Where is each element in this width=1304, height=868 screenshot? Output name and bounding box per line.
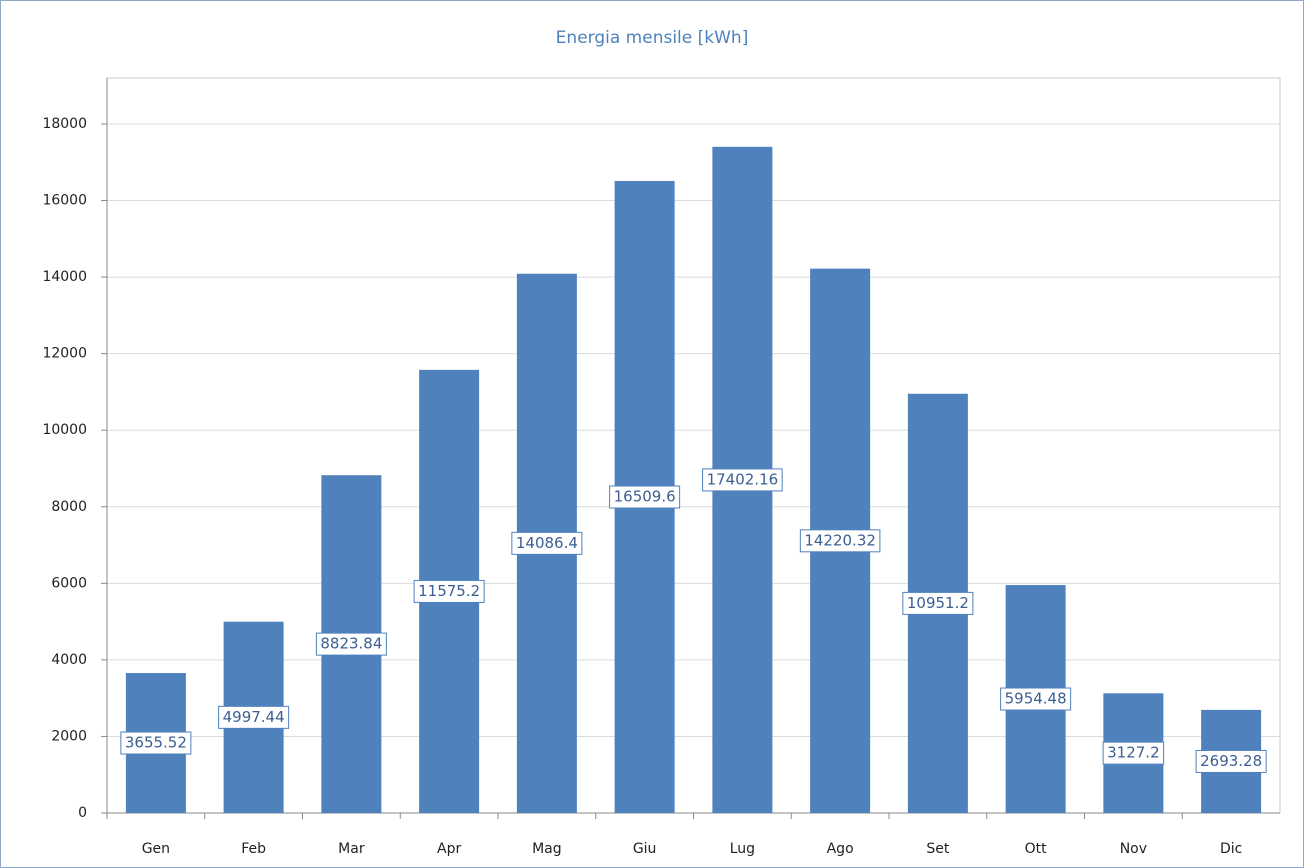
- x-tick-label: Ago: [827, 841, 854, 857]
- value-label-box: [315, 632, 387, 656]
- value-label: 2693.28: [1200, 752, 1262, 770]
- value-label-box: [902, 591, 974, 615]
- x-tick-label: Giu: [633, 841, 657, 857]
- x-tick-label: Apr: [437, 841, 461, 857]
- y-tick-label: 16000: [42, 193, 87, 209]
- value-label-box: [1102, 741, 1165, 765]
- value-label: 10951.2: [907, 594, 969, 612]
- value-label: 5954.48: [1005, 690, 1067, 708]
- value-label: 4997.44: [223, 708, 285, 726]
- x-tick-label: Mag: [532, 841, 562, 857]
- x-tick-label: Gen: [142, 841, 170, 857]
- x-tick-label: Set: [926, 841, 950, 857]
- value-label: 16509.6: [614, 487, 676, 505]
- value-label: 8823.84: [320, 635, 382, 653]
- y-tick-label: 12000: [42, 346, 87, 362]
- x-tick-label: Dic: [1220, 841, 1242, 857]
- y-tick-label: 14000: [42, 269, 87, 285]
- y-tick-label: 10000: [42, 422, 87, 438]
- value-label-box: [799, 529, 881, 553]
- value-label-box: [1195, 749, 1267, 773]
- value-label: 11575.2: [418, 582, 480, 600]
- value-label: 3655.52: [125, 734, 187, 752]
- value-label-box: [511, 531, 583, 555]
- x-tick-label: Lug: [730, 841, 755, 857]
- value-label: 3127.2: [1107, 744, 1160, 762]
- y-tick-label: 18000: [42, 116, 87, 132]
- value-label-box: [413, 579, 485, 603]
- value-label-box: [120, 731, 192, 755]
- y-tick-label: 0: [78, 805, 87, 821]
- value-label-box: [609, 485, 681, 509]
- y-tick-label: 6000: [51, 575, 87, 591]
- value-label: 17402.16: [707, 470, 779, 488]
- y-tick-label: 2000: [51, 728, 87, 744]
- x-tick-label: Nov: [1120, 841, 1147, 857]
- x-tick-label: Ott: [1025, 841, 1048, 857]
- value-label-box: [1000, 687, 1072, 711]
- value-label-box: [218, 705, 290, 729]
- y-tick-label: 4000: [51, 652, 87, 668]
- y-tick-label: 8000: [51, 499, 87, 515]
- value-label: 14220.32: [804, 531, 876, 549]
- x-tick-label: Mar: [338, 841, 365, 857]
- x-tick-label: Feb: [241, 841, 266, 857]
- value-label-box: [702, 468, 783, 492]
- chart-title: Energia mensile [kWh]: [556, 28, 749, 48]
- value-label: 14086.4: [516, 534, 578, 552]
